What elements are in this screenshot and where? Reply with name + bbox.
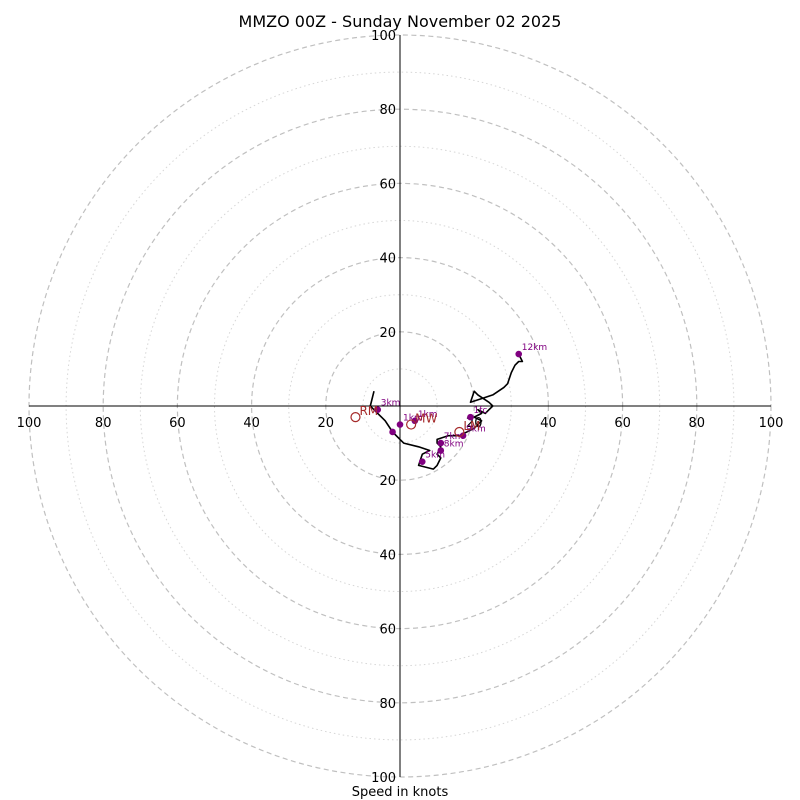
height-label: 9km xyxy=(466,425,486,435)
tick-label-right: 80 xyxy=(689,416,706,431)
height-marker xyxy=(418,458,426,465)
height-label: 7km xyxy=(444,432,464,442)
storm-motion-marker xyxy=(350,412,361,423)
tick-label-bottom: 60 xyxy=(379,623,396,638)
height-marker xyxy=(437,439,445,447)
height-marker xyxy=(459,432,467,439)
storm-motion-label: LM xyxy=(463,419,480,433)
tick-label-right: 100 xyxy=(759,416,784,431)
tick-label-bottom: 40 xyxy=(379,548,396,563)
x-axis-label: Speed in knots xyxy=(352,785,449,800)
chart-title: MMZO 00Z - Sunday November 02 2025 xyxy=(239,12,562,31)
height-marker xyxy=(396,421,404,428)
tick-label-top: 80 xyxy=(379,103,396,118)
height-marker xyxy=(374,406,382,414)
hodograph-trace-group xyxy=(369,353,524,470)
tick-label-top: 60 xyxy=(379,177,396,192)
storm-motion-label: RM xyxy=(359,404,378,418)
tick-label-left: 40 xyxy=(243,416,260,431)
height-label: 12km xyxy=(522,343,547,353)
storm-motion-marker xyxy=(454,426,465,438)
tick-label-bottom: 100 xyxy=(371,771,396,786)
axes xyxy=(29,35,771,777)
tick-label-left: 80 xyxy=(95,416,112,431)
height-marker xyxy=(467,413,474,421)
tick-label-left: 20 xyxy=(318,416,335,431)
storm-motion-marker xyxy=(406,419,417,430)
height-marker xyxy=(515,350,523,358)
height-label: 8km xyxy=(444,440,464,450)
storm-motion-label: MW xyxy=(415,412,437,426)
tick-label-top: 40 xyxy=(379,252,396,267)
tick-label-right: 60 xyxy=(614,416,631,431)
tick-label-top: 20 xyxy=(379,326,396,341)
hodograph-line xyxy=(369,353,524,470)
marker-group: 3km1km1km5km7km8km9km1fc12kmRMLMMW xyxy=(350,343,547,465)
tick-label-left: 60 xyxy=(169,416,186,431)
tick-label-bottom: 20 xyxy=(379,474,396,489)
height-label: 5km xyxy=(425,451,445,461)
height-marker xyxy=(411,417,419,425)
tick-label-top: 100 xyxy=(371,29,396,44)
height-marker xyxy=(389,428,396,436)
height-label: 3km xyxy=(381,399,401,409)
tick-label-right: 40 xyxy=(540,416,557,431)
tick-label-left: 100 xyxy=(17,416,42,431)
tick-label-bottom: 80 xyxy=(379,697,396,712)
height-label: 1km xyxy=(418,410,438,420)
height-label: 1fc xyxy=(473,406,487,416)
height-marker xyxy=(437,447,445,454)
